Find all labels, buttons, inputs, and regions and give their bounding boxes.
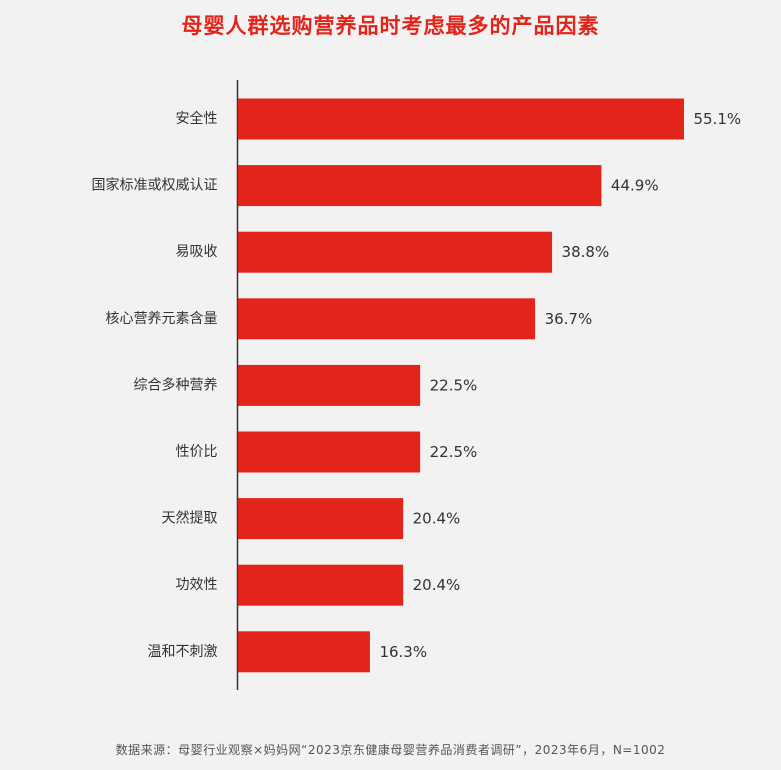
value-label: 22.5% <box>430 376 478 394</box>
value-label: 20.4% <box>413 510 461 528</box>
chart-title: 母婴人群选购营养品时考虑最多的产品因素 <box>181 14 600 38</box>
value-label: 16.3% <box>379 643 427 661</box>
category-label: 易吸收 <box>176 244 218 260</box>
category-label: 性价比 <box>176 444 218 460</box>
bar <box>238 564 404 606</box>
data-source-note: 数据来源：母婴行业观察×妈妈网“2023京东健康母婴营养品消费者调研”，2023… <box>115 743 666 757</box>
value-label: 55.1% <box>694 110 742 128</box>
value-label: 44.9% <box>611 177 659 195</box>
value-label: 20.4% <box>413 576 461 594</box>
category-label: 核心营养元素含量 <box>106 311 218 327</box>
category-label: 功效性 <box>176 577 218 593</box>
bar <box>238 631 370 673</box>
bar <box>238 98 684 140</box>
bar <box>238 364 421 406</box>
value-label: 22.5% <box>430 443 478 461</box>
category-label: 国家标准或权威认证 <box>92 177 218 194</box>
bar <box>238 165 602 207</box>
category-label: 温和不刺激 <box>148 643 218 660</box>
category-label: 天然提取 <box>162 510 218 527</box>
value-label: 36.7% <box>545 310 593 328</box>
category-label: 安全性 <box>176 110 218 127</box>
category-label: 综合多种营养 <box>134 376 218 393</box>
bar <box>238 298 536 340</box>
bar <box>238 231 553 273</box>
bar <box>238 498 404 540</box>
value-label: 38.8% <box>562 243 610 261</box>
bar <box>238 431 421 473</box>
